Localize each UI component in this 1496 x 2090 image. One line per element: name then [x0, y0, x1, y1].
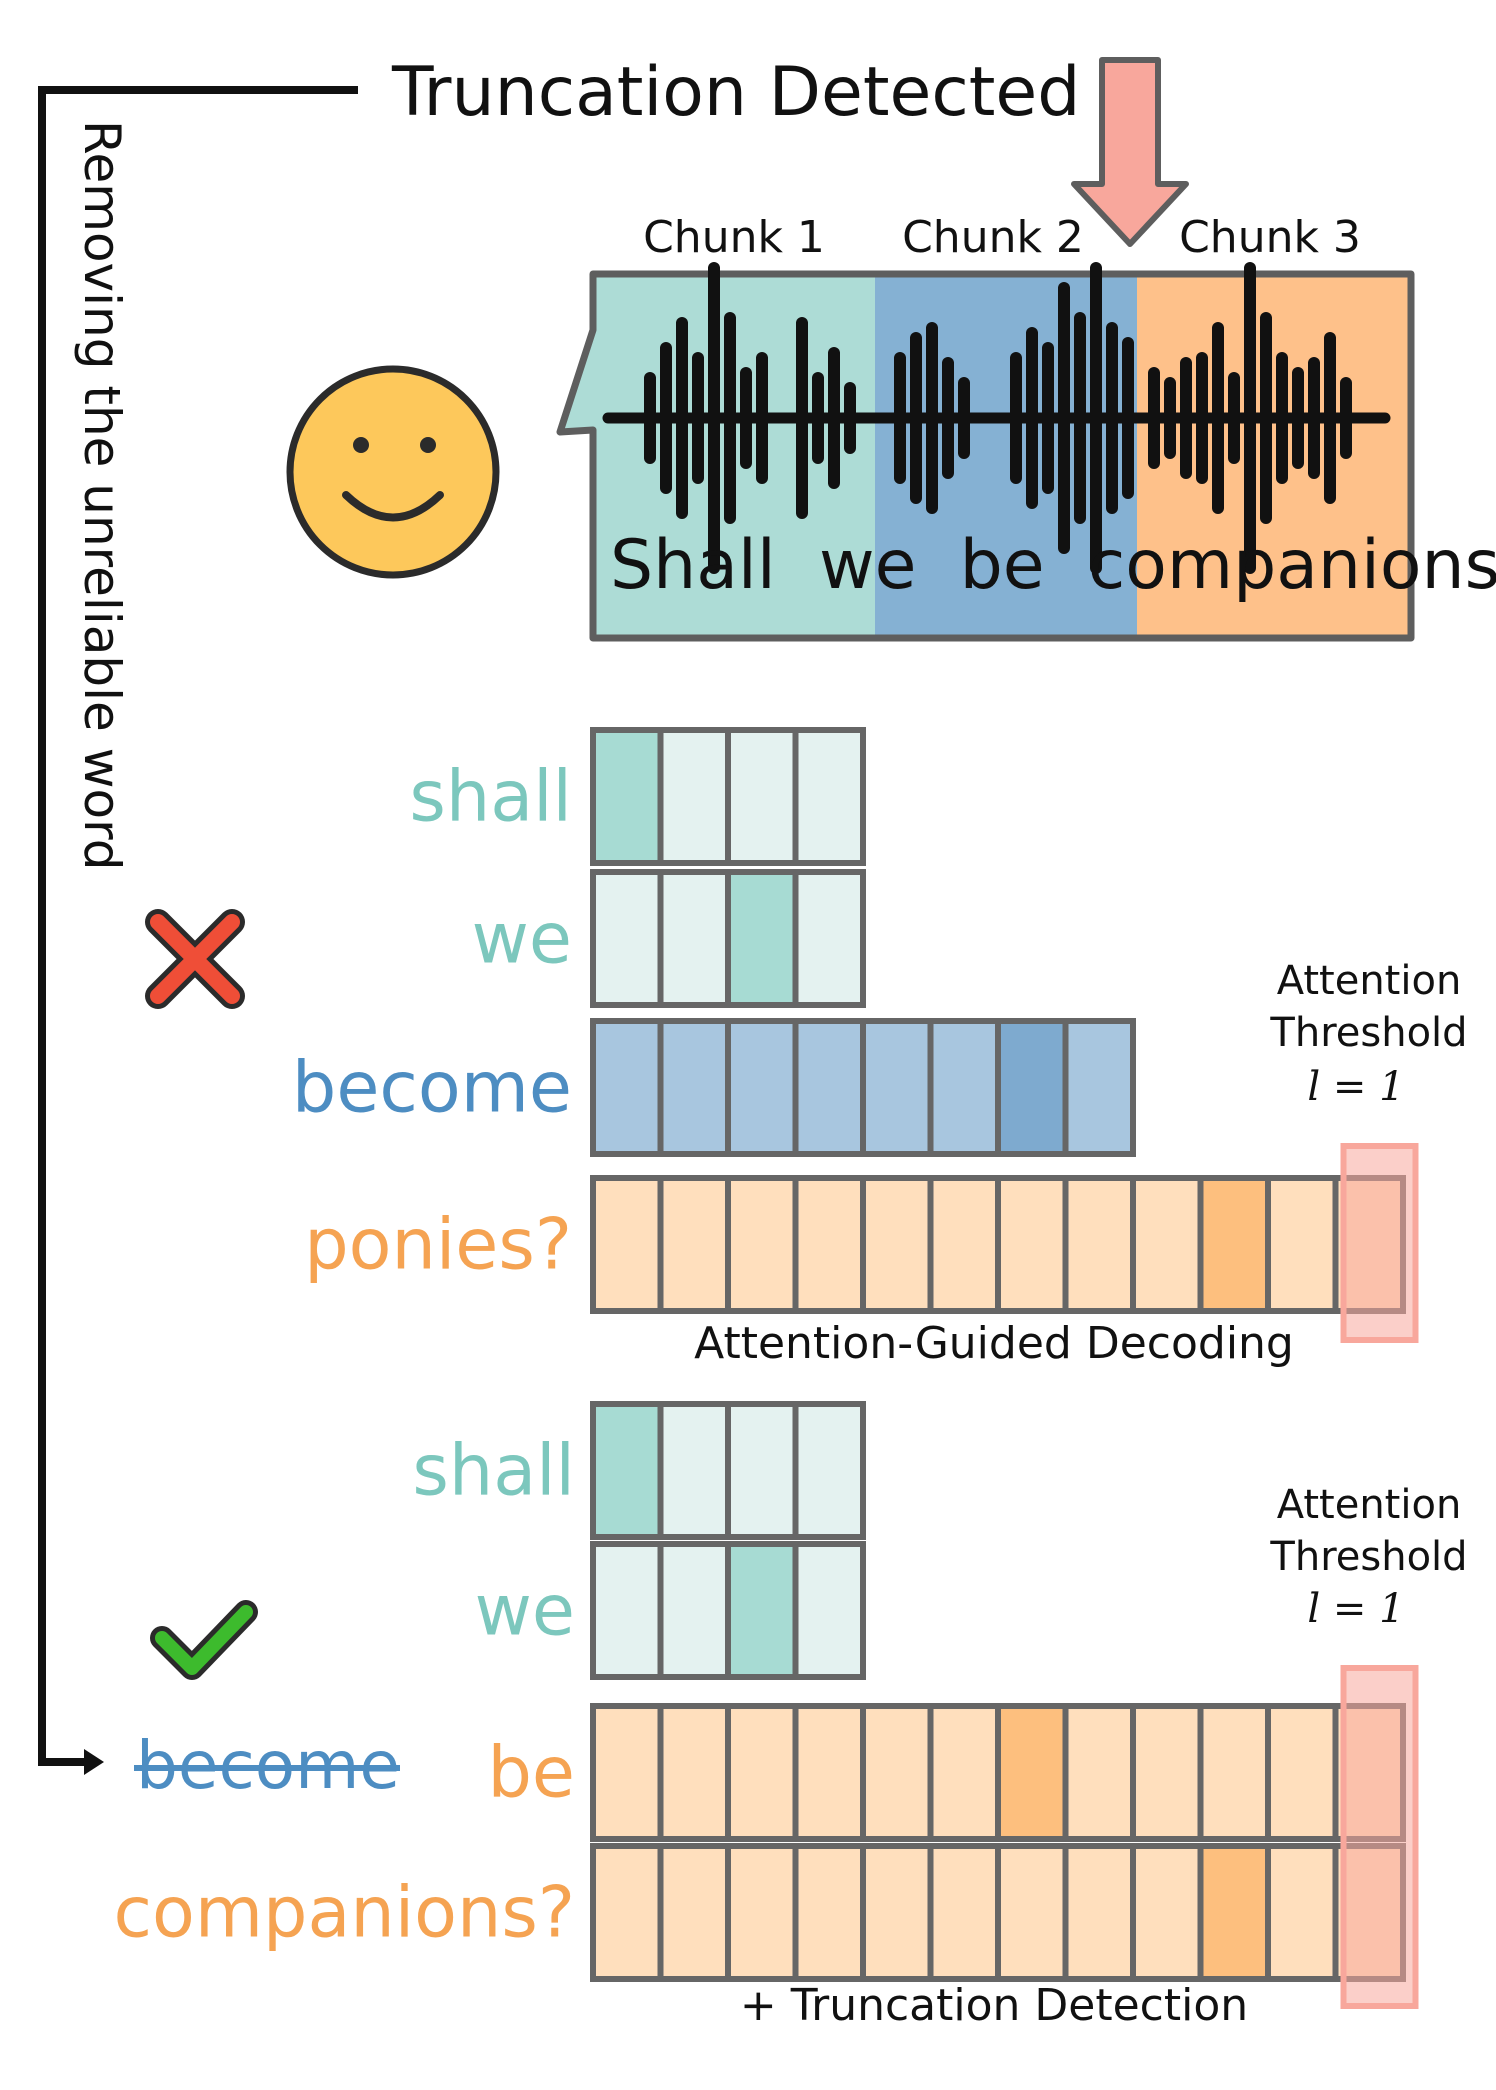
removal-arrowhead — [84, 1749, 104, 1775]
panel-bottom-attention-cell — [590, 1843, 664, 1982]
panel-bottom-attention-cell — [1265, 1843, 1339, 1982]
chunk-label-3: Chunk 3 — [1179, 212, 1361, 263]
panel-top-threshold-title-1: Attention — [1277, 958, 1462, 1004]
panel-bottom-threshold-formula: l = 1 — [1307, 1586, 1404, 1632]
removal-bracket-line — [38, 86, 358, 1766]
panel-bottom-attention-cell — [995, 1843, 1069, 1982]
panel-top-attention-cell — [792, 1018, 866, 1157]
cross-icon — [145, 909, 245, 1009]
truncation-arrow — [1071, 57, 1189, 247]
panel-top-attention-cell — [657, 869, 731, 1008]
panel-bottom-attention-cell — [1062, 1703, 1136, 1842]
panel-bottom-row-word: we — [475, 1570, 575, 1652]
panel-bottom-attention-cell — [927, 1843, 1001, 1982]
bubble-outline — [556, 270, 1415, 642]
panel-top-attention-cell — [657, 1018, 731, 1157]
panel-bottom-caption: + Truncation Detection — [740, 1980, 1248, 2031]
panel-top-row-word: ponies? — [304, 1204, 572, 1286]
side-label: Removing the unreliable word — [73, 120, 131, 871]
panel-bottom-row-word: companions? — [114, 1872, 575, 1954]
chunk-label-1: Chunk 1 — [643, 212, 825, 263]
panel-bottom-attention-cell — [1265, 1703, 1339, 1842]
panel-top-attention-cell — [725, 727, 799, 866]
panel-top-attention-cell — [995, 1018, 1069, 1157]
speech-text: Shall we be companions? — [610, 526, 1496, 605]
panel-top-attention-cell — [860, 1175, 934, 1314]
attention-guided-decoding-panel: shall we become ponies? — [292, 727, 1419, 1343]
panel-top-attention-cell — [860, 1018, 934, 1157]
title: Truncation Detected — [391, 53, 1080, 132]
panel-top-threshold-box — [1340, 1143, 1419, 1343]
panel-bottom-row-word: shall — [412, 1430, 575, 1512]
panel-top-attention-cell — [590, 727, 664, 866]
panel-top-threshold-formula: l = 1 — [1307, 1064, 1404, 1110]
panel-top-attention-cell — [657, 727, 731, 866]
panel-top-attention-cell — [590, 1018, 664, 1157]
panel-bottom-attention-cell — [657, 1703, 731, 1842]
panel-bottom-attention-cell — [860, 1843, 934, 1982]
panel-top-attention-cell — [657, 1175, 731, 1314]
panel-top-caption: Attention-Guided Decoding — [694, 1318, 1294, 1369]
check-icon — [150, 1600, 258, 1680]
panel-top-attention-cell — [927, 1175, 1001, 1314]
panel-bottom-attention-cell — [725, 1541, 799, 1680]
panel-top-attention-cell — [1062, 1175, 1136, 1314]
panel-bottom-row-word: be — [488, 1732, 576, 1814]
panel-bottom-attention-cell — [657, 1401, 731, 1540]
panel-bottom-attention-cell — [995, 1703, 1069, 1842]
panel-top-row-word: become — [292, 1047, 572, 1129]
panel-top-attention-cell — [725, 869, 799, 1008]
panel-top-row-word: we — [472, 898, 572, 980]
panel-top-attention-cell — [792, 1175, 866, 1314]
panel-top-attention-cell — [725, 1175, 799, 1314]
panel-bottom-attention-cell — [1197, 1703, 1271, 1842]
panel-top-attention-cell — [1130, 1175, 1204, 1314]
speech-bubble: Shall we be companions? — [556, 262, 1496, 642]
panel-top-attention-cell — [725, 1018, 799, 1157]
panel-bottom-attention-cell — [1130, 1843, 1204, 1982]
panel-top-attention-cell — [1265, 1175, 1339, 1314]
panel-bottom-threshold-title-1: Attention — [1277, 1482, 1462, 1528]
panel-top-attention-cell — [1197, 1175, 1271, 1314]
panel-bottom-attention-cell — [792, 1401, 866, 1540]
waveform — [602, 262, 1391, 574]
panel-top-attention-cell — [995, 1175, 1069, 1314]
panel-bottom-attention-cell — [792, 1843, 866, 1982]
panel-bottom-attention-cell — [1197, 1843, 1271, 1982]
panel-top-attention-cell — [792, 727, 866, 866]
panel-top-attention-cell — [590, 869, 664, 1008]
panel-bottom-threshold-title-2: Threshold — [1269, 1534, 1467, 1580]
panel-bottom-attention-cell — [657, 1843, 731, 1982]
panel-bottom-threshold-box — [1340, 1665, 1419, 2009]
panel-bottom-attention-cell — [1062, 1843, 1136, 1982]
panel-top-attention-cell — [1062, 1018, 1136, 1157]
panel-bottom-attention-cell — [860, 1703, 934, 1842]
panel-bottom-attention-cell — [725, 1843, 799, 1982]
panel-bottom-attention-cell — [590, 1401, 664, 1540]
panel-top-attention-cell — [792, 869, 866, 1008]
panel-bottom-attention-cell — [657, 1541, 731, 1680]
truncation-detection-panel: shall we be companions? — [114, 1401, 1419, 2009]
panel-top-threshold-title-2: Threshold — [1269, 1010, 1467, 1056]
chunk-label-2: Chunk 2 — [902, 212, 1084, 263]
panel-top-row-word: shall — [409, 756, 572, 838]
panel-bottom-attention-cell — [792, 1541, 866, 1680]
panel-bottom-attention-cell — [1130, 1703, 1204, 1842]
panel-bottom-attention-cell — [792, 1703, 866, 1842]
panel-bottom-attention-cell — [927, 1703, 1001, 1842]
panel-bottom-attention-cell — [725, 1401, 799, 1540]
panel-bottom-attention-cell — [590, 1541, 664, 1680]
panel-bottom-attention-cell — [590, 1703, 664, 1842]
panel-top-attention-cell — [927, 1018, 1001, 1157]
panel-bottom-attention-cell — [725, 1703, 799, 1842]
smiley-face-icon — [286, 365, 500, 579]
panel-top-attention-cell — [590, 1175, 664, 1314]
